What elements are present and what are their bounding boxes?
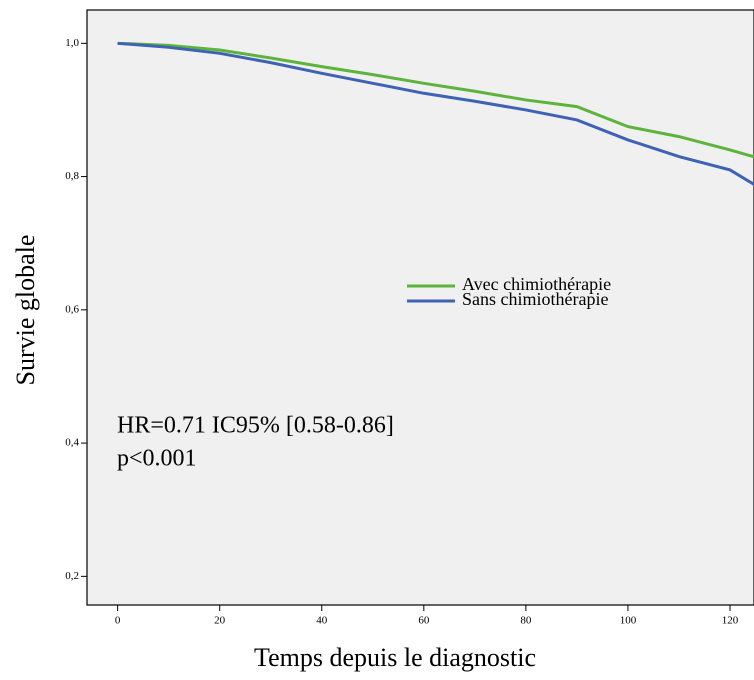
- x-tick-label: 100: [620, 615, 637, 627]
- annotation: p<0.001: [117, 446, 197, 472]
- survival-curve: [117, 41, 754, 159]
- annotation: HR=0.71 IC95% [0.58-0.86]: [117, 413, 394, 439]
- y-tick-label: 0,4: [65, 437, 79, 449]
- x-tick-label: 60: [418, 615, 430, 627]
- plot-area: [86, 9, 754, 606]
- x-tick-label: 40: [316, 615, 328, 627]
- y-tick-label: 0,6: [65, 303, 79, 315]
- x-axis-label: Temps depuis le diagnostic: [254, 643, 536, 672]
- legend-label: Avec chimiothérapie: [462, 274, 611, 294]
- survival-curve: [117, 41, 754, 187]
- y-tick-label: 0,2: [65, 570, 79, 582]
- y-axis-label: Survie globale: [11, 235, 40, 386]
- x-tick-label: 120: [722, 615, 739, 627]
- y-tick-label: 0,8: [65, 170, 79, 182]
- y-tick-label: 1,0: [65, 37, 79, 49]
- legend-label: Sans chimiothérapie: [462, 289, 608, 309]
- x-tick-label: 0: [115, 615, 121, 627]
- x-tick-label: 20: [214, 615, 226, 627]
- x-tick-label: 80: [520, 615, 532, 627]
